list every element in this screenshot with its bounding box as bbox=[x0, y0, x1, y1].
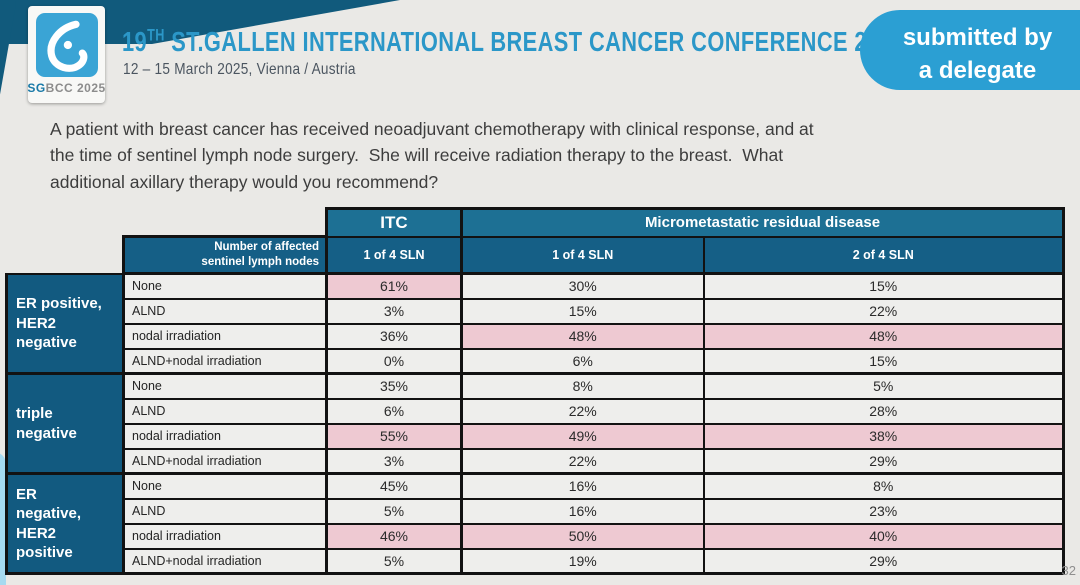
value-cell: 40% bbox=[702, 522, 1065, 550]
table-row: triple negative None 35% 8% 5% bbox=[5, 372, 1065, 475]
treatment-cell: ALND+nodal irradiation bbox=[122, 347, 328, 375]
conference-dates: 12 – 15 March 2025, Vienna / Austria bbox=[123, 61, 356, 78]
logo-blue-square bbox=[35, 13, 98, 77]
breast-logo-icon bbox=[46, 20, 87, 72]
conference-title: 19TH ST.GALLEN INTERNATIONAL BREAST CANC… bbox=[122, 26, 1080, 58]
value-cell: 16% bbox=[460, 497, 705, 525]
value-cell: 16% bbox=[460, 472, 705, 500]
value-cell: 23% bbox=[702, 497, 1065, 525]
poll-results-table: ITC Micrometastatic residual disease Num… bbox=[5, 207, 1065, 575]
value-cell: 55% bbox=[325, 422, 463, 450]
table-row: ALND 3% 15% 22% bbox=[7, 297, 1065, 325]
value-cell: 3% bbox=[325, 447, 463, 475]
value-cell: 15% bbox=[702, 347, 1065, 375]
logo-caption: SGBCC 2025 bbox=[27, 81, 105, 95]
submitted-by-delegate-badge: submitted by a delegate bbox=[860, 10, 1080, 90]
table-row: nodal irradiation 36% 48% 48% bbox=[7, 322, 1065, 350]
treatment-cell: nodal irradiation bbox=[122, 422, 328, 450]
value-cell: 45% bbox=[325, 472, 463, 500]
treatment-cell: None bbox=[122, 472, 328, 500]
empty-corner bbox=[7, 209, 327, 237]
value-cell: 35% bbox=[325, 372, 463, 400]
table-row: nodal irradiation 55% 49% 38% bbox=[7, 422, 1065, 450]
page-number: 32 bbox=[1061, 563, 1076, 578]
table-row: ALND+nodal irradiation 3% 22% 29% bbox=[7, 447, 1065, 475]
sgbcc-logo: SGBCC 2025 bbox=[27, 6, 105, 103]
subheader-micro-1of4: 1 of 4 SLN bbox=[460, 235, 705, 275]
title-superscript: TH bbox=[147, 26, 165, 45]
title-number: 19 bbox=[122, 26, 148, 57]
value-cell: 36% bbox=[325, 322, 463, 350]
value-cell: 61% bbox=[325, 272, 463, 300]
value-cell: 22% bbox=[702, 297, 1065, 325]
value-cell: 6% bbox=[325, 397, 463, 425]
treatment-cell: ALND+nodal irradiation bbox=[122, 547, 328, 575]
subheader-itc-1of4: 1 of 4 SLN bbox=[325, 235, 463, 275]
value-cell: 29% bbox=[702, 547, 1065, 575]
value-cell: 28% bbox=[702, 397, 1065, 425]
table-row: ER positive, HER2 negative None 61% 30% … bbox=[5, 272, 1065, 375]
table-row: ER negative, HER2 positive None 45% 16% … bbox=[5, 472, 1065, 575]
column-header-micrometastatic: Micrometastatic residual disease bbox=[460, 207, 1065, 238]
column-header-itc: ITC bbox=[325, 207, 463, 238]
value-cell: 0% bbox=[325, 347, 463, 375]
title-text: ST.GALLEN INTERNATIONAL BREAST CANCER CO… bbox=[164, 26, 905, 57]
value-cell: 19% bbox=[460, 547, 705, 575]
value-cell: 49% bbox=[460, 422, 705, 450]
question-line: additional axillary therapy would you re… bbox=[50, 171, 439, 192]
treatment-cell: ALND bbox=[122, 497, 328, 525]
value-cell: 8% bbox=[460, 372, 705, 400]
value-cell: 22% bbox=[460, 397, 705, 425]
question-line: the time of sentinel lymph node surgery.… bbox=[50, 145, 784, 166]
corner-header-sln-count: Number of affected sentinel lymph nodes bbox=[122, 235, 328, 275]
subheader-micro-2of4: 2 of 4 SLN bbox=[702, 235, 1065, 275]
treatment-cell: None bbox=[122, 372, 328, 400]
table-row: nodal irradiation 46% 50% 40% bbox=[7, 522, 1065, 550]
bottom-left-accent-shape bbox=[0, 452, 6, 585]
empty-corner bbox=[7, 237, 124, 274]
badge-line2: a delegate bbox=[918, 57, 1037, 85]
question-line: A patient with breast cancer has receive… bbox=[50, 119, 814, 139]
logo-bcc-text: BCC 2025 bbox=[45, 81, 106, 95]
value-cell: 48% bbox=[702, 322, 1065, 350]
value-cell: 30% bbox=[460, 272, 705, 300]
value-cell: 48% bbox=[460, 322, 705, 350]
value-cell: 50% bbox=[460, 522, 705, 550]
treatment-cell: nodal irradiation bbox=[122, 522, 328, 550]
group-label-er-pos-her2-neg: ER positive, HER2 negative bbox=[5, 272, 125, 375]
table-row: ALND 5% 16% 23% bbox=[7, 497, 1065, 525]
group-label-er-neg-her2-pos: ER negative, HER2 positive bbox=[5, 472, 125, 575]
treatment-cell: ALND bbox=[122, 297, 328, 325]
value-cell: 38% bbox=[702, 422, 1065, 450]
treatment-cell: ALND+nodal irradiation bbox=[122, 447, 328, 475]
value-cell: 46% bbox=[325, 522, 463, 550]
treatment-cell: ALND bbox=[122, 397, 328, 425]
treatment-cell: None bbox=[122, 272, 328, 300]
value-cell: 5% bbox=[325, 547, 463, 575]
value-cell: 5% bbox=[702, 372, 1065, 400]
group-label-triple-negative: triple negative bbox=[5, 372, 125, 475]
value-cell: 15% bbox=[702, 272, 1065, 300]
question-text: A patient with breast cancer has receive… bbox=[50, 116, 970, 195]
value-cell: 29% bbox=[702, 447, 1065, 475]
value-cell: 22% bbox=[460, 447, 705, 475]
badge-line1: submitted by bbox=[902, 24, 1053, 51]
conference-subtitle: 12 – 15 March 2025, Vienna / Austria bbox=[123, 61, 397, 79]
value-cell: 3% bbox=[325, 297, 463, 325]
logo-sg-text: SG bbox=[27, 81, 46, 95]
value-cell: 6% bbox=[460, 347, 705, 375]
value-cell: 5% bbox=[325, 497, 463, 525]
treatment-cell: nodal irradiation bbox=[122, 322, 328, 350]
table-row: ALND+nodal irradiation 5% 19% 29% bbox=[7, 547, 1065, 575]
value-cell: 15% bbox=[460, 297, 705, 325]
value-cell: 8% bbox=[702, 472, 1065, 500]
table-row: ALND 6% 22% 28% bbox=[7, 397, 1065, 425]
table-row: ALND+nodal irradiation 0% 6% 15% bbox=[7, 347, 1065, 375]
